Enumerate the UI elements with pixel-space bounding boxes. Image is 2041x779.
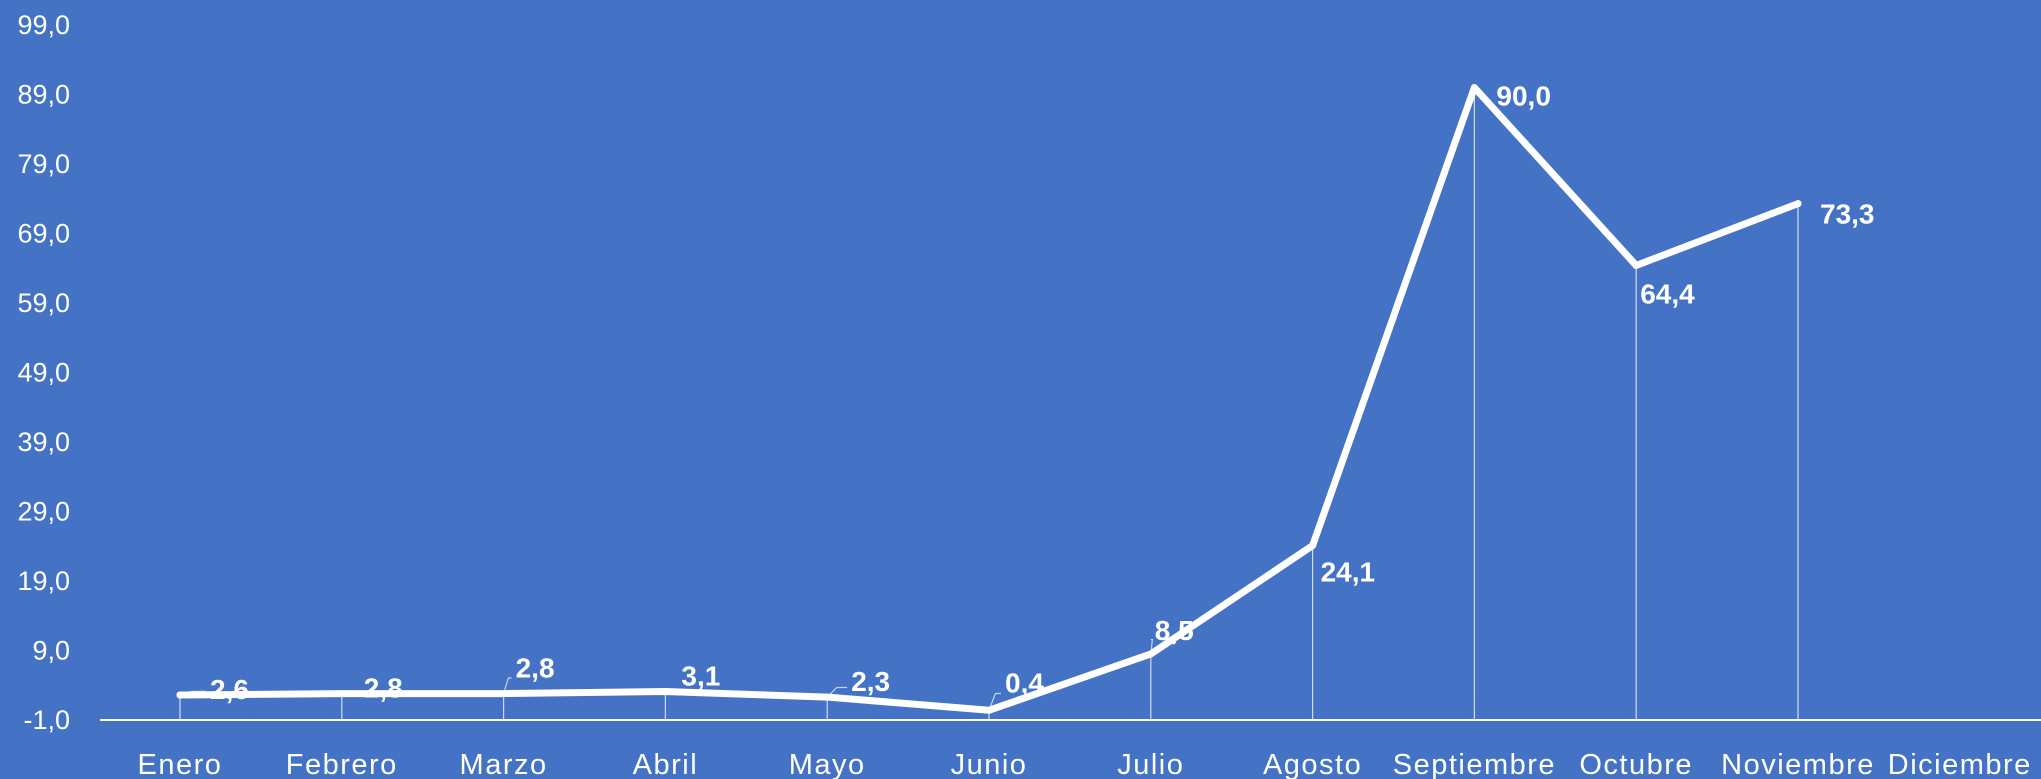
y-tick-label: 79,0 [17, 149, 70, 179]
data-label-leader [1150, 638, 1154, 655]
y-tick-label: -1,0 [23, 705, 70, 735]
data-label: 2,8 [364, 673, 403, 704]
data-label: 24,1 [1321, 557, 1376, 588]
y-tick-label: 59,0 [17, 288, 70, 318]
y-tick-label: 29,0 [17, 497, 70, 527]
x-category-label: Diciembre [1888, 749, 2032, 779]
data-label-leader [179, 690, 206, 696]
y-tick-label: 89,0 [17, 80, 70, 110]
data-label-leader [826, 686, 848, 698]
data-point [1632, 261, 1640, 269]
x-category-label: Septiembre [1393, 749, 1556, 779]
y-tick-label: 19,0 [17, 566, 70, 596]
x-category-label: Enero [138, 749, 223, 779]
data-label-leader [503, 677, 512, 694]
x-category-label: Febrero [286, 749, 398, 779]
x-category-label: Mayo [789, 749, 866, 779]
data-label: 3,1 [681, 661, 720, 692]
data-label: 0,4 [1005, 667, 1044, 698]
data-point [1470, 84, 1478, 92]
data-label: 2,3 [851, 666, 890, 697]
data-label: 8,5 [1155, 615, 1194, 646]
series-line [176, 84, 1802, 714]
data-label: 73,3 [1820, 199, 1875, 230]
y-tick-label: 69,0 [17, 219, 70, 249]
data-label: 64,4 [1640, 278, 1695, 309]
data-point [1309, 542, 1317, 550]
x-category-label: Noviembre [1721, 749, 1875, 779]
x-category-label: Octubre [1579, 749, 1693, 779]
x-category-label: Agosto [1263, 749, 1362, 779]
y-tick-label: 9,0 [32, 636, 70, 666]
data-label-leader [988, 692, 1001, 711]
x-category-label: Marzo [460, 749, 548, 779]
data-point [338, 690, 346, 698]
data-label: 90,0 [1496, 81, 1551, 112]
data-label: 2,8 [516, 653, 555, 684]
x-category-label: Junio [951, 749, 1028, 779]
x-category-label: Abril [633, 749, 699, 779]
data-point [1794, 200, 1802, 208]
y-tick-label: 49,0 [17, 358, 70, 388]
x-category-label: Julio [1117, 749, 1184, 779]
data-label: 2,6 [210, 674, 249, 705]
y-tick-label: 39,0 [17, 427, 70, 457]
y-tick-label: 99,0 [17, 10, 70, 40]
data-point [661, 688, 669, 696]
